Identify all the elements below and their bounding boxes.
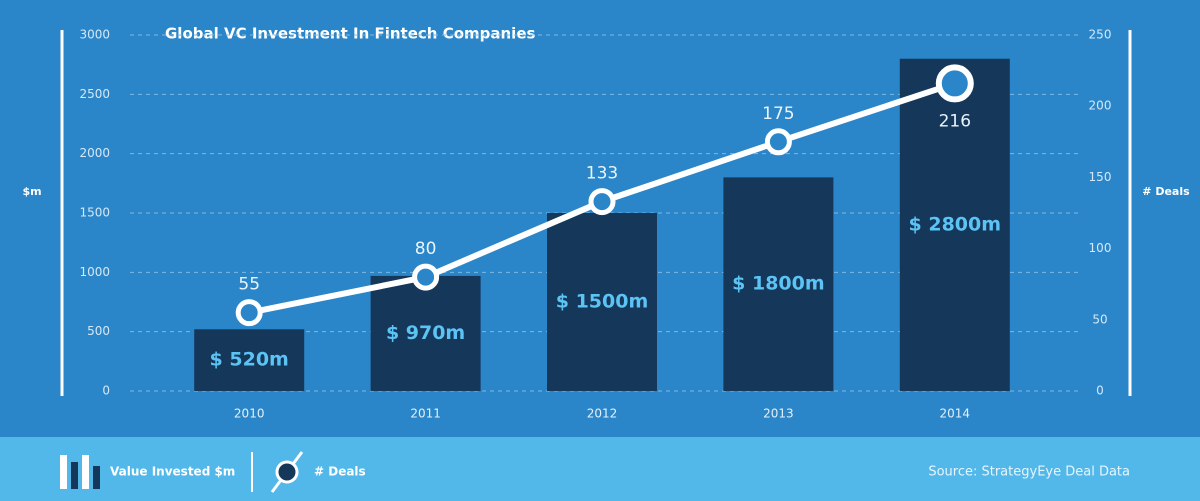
x-tick-label: 2014 [940, 407, 971, 421]
x-tick-label: 2013 [763, 407, 794, 421]
bar [547, 213, 657, 391]
line-marker [412, 263, 440, 291]
y2-tick-label: 100 [1089, 241, 1112, 255]
bar-value-label: $ 970m [386, 322, 465, 344]
bar [194, 329, 305, 391]
y-axis-label: $m [22, 185, 41, 198]
y2-tick-label: 250 [1089, 28, 1112, 42]
bar [899, 58, 1010, 391]
y-tick-label: 1000 [79, 265, 110, 279]
y-tick-label: 2500 [79, 87, 110, 101]
source-note: Source: StrategyEye Deal Data [928, 465, 1130, 480]
bar [370, 275, 481, 391]
bar-value-label: $ 1800m [732, 273, 825, 295]
x-tick-label: 2012 [587, 407, 618, 421]
line-marker [588, 188, 616, 216]
legend-label: # Deals [314, 465, 366, 479]
legend-icon [93, 466, 100, 489]
y-tick-label: 3000 [79, 28, 110, 42]
line-marker [235, 299, 263, 327]
y2-tick-label: 50 [1092, 312, 1107, 326]
line-marker [764, 128, 792, 156]
legend-label: Value Invested $m [110, 465, 235, 479]
footer-band [0, 437, 1200, 501]
y2-axis-label: # Deals [1142, 185, 1190, 198]
x-tick-label: 2011 [410, 407, 441, 421]
bar [723, 177, 834, 391]
bar-value-label: $ 2800m [909, 213, 1002, 235]
chart-title: Global VC Investment In Fintech Companie… [165, 25, 535, 43]
y2-tick-label: 0 [1096, 384, 1104, 398]
y-tick-label: 2000 [79, 146, 110, 160]
y-tick-label: 1500 [79, 206, 110, 220]
y-tick-label: 500 [87, 324, 110, 338]
line-value-label: 80 [415, 239, 437, 259]
legend-icon [60, 455, 67, 489]
y2-tick-label: 200 [1089, 99, 1112, 113]
line-value-label: 55 [238, 275, 260, 295]
x-tick-label: 2010 [234, 407, 265, 421]
bar-value-label: $ 520m [210, 349, 289, 371]
legend-icon [82, 455, 89, 489]
y2-tick-label: 150 [1089, 170, 1112, 184]
legend-icon [71, 462, 78, 489]
legend-icon [275, 460, 299, 484]
line-value-label: 175 [762, 104, 794, 124]
bar-value-label: $ 1500m [556, 291, 649, 313]
line-value-label: 216 [939, 111, 971, 131]
y-tick-label: 0 [102, 384, 110, 398]
line-value-label: 133 [586, 164, 618, 184]
legend: Value Invested $m # Deals [60, 451, 366, 493]
line-marker [935, 64, 974, 103]
